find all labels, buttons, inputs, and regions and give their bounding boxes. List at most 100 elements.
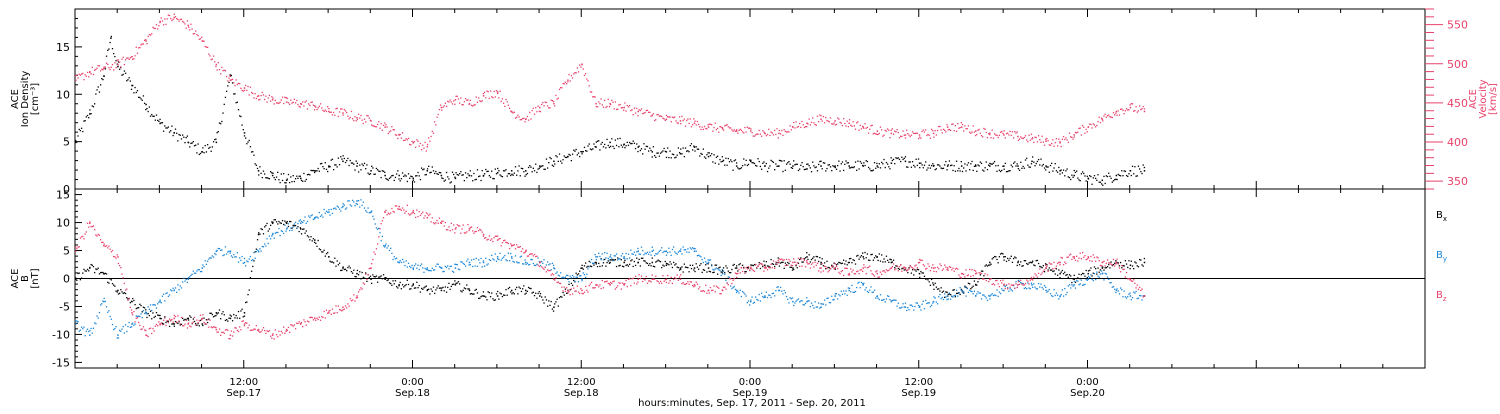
data-point [797, 262, 798, 263]
data-point [917, 267, 918, 268]
data-point [1057, 172, 1058, 173]
data-point [708, 156, 710, 158]
data-point [792, 297, 793, 298]
data-point [77, 246, 78, 247]
data-point [180, 285, 181, 286]
data-point [507, 242, 508, 243]
data-point [1015, 283, 1016, 284]
data-point [87, 115, 88, 116]
data-point [428, 270, 429, 271]
data-point [290, 221, 291, 222]
data-point [678, 123, 679, 124]
data-point [1007, 288, 1008, 289]
data-point [646, 253, 647, 254]
data-point [532, 259, 533, 260]
data-point [742, 291, 743, 292]
data-point [454, 232, 455, 233]
data-point [564, 295, 565, 296]
data-point [924, 165, 925, 166]
data-point [805, 303, 806, 304]
data-point [1000, 253, 1001, 254]
data-point [258, 251, 260, 253]
data-point [238, 331, 239, 332]
data-point [636, 283, 637, 284]
data-point [392, 259, 393, 260]
data-point [843, 275, 844, 276]
data-point [376, 227, 377, 228]
data-point [977, 164, 978, 165]
data-point [137, 316, 138, 317]
data-point [654, 155, 655, 156]
data-point [469, 175, 471, 177]
data-point [945, 161, 946, 162]
data-point [1043, 271, 1044, 272]
data-point [823, 270, 824, 271]
data-point [944, 265, 945, 266]
data-point [623, 107, 625, 109]
data-point [1013, 284, 1014, 285]
data-point [556, 299, 557, 300]
data-point [105, 301, 106, 302]
data-point [119, 62, 120, 63]
data-point [829, 270, 830, 271]
data-point [107, 247, 108, 248]
data-point [111, 36, 112, 37]
data-point [202, 151, 204, 153]
data-point [1065, 263, 1066, 264]
data-point [104, 298, 105, 299]
data-point [138, 322, 139, 323]
data-point [453, 272, 454, 273]
data-point [491, 171, 492, 172]
data-point [526, 174, 527, 175]
data-point [1058, 139, 1059, 140]
data-point [436, 173, 437, 174]
data-point [388, 245, 389, 246]
data-point [270, 171, 271, 172]
data-point [945, 291, 946, 292]
data-point [1075, 132, 1076, 133]
data-point [686, 251, 687, 252]
data-point [289, 182, 290, 183]
data-point [938, 268, 939, 269]
data-point [856, 271, 857, 272]
data-point [814, 301, 815, 302]
data-point [326, 310, 327, 311]
data-point [511, 256, 513, 258]
data-point [658, 252, 659, 253]
data-point [693, 286, 694, 287]
data-point [896, 265, 897, 266]
data-point [616, 287, 617, 288]
data-point [196, 152, 197, 153]
data-point [1119, 293, 1120, 294]
data-point [1044, 269, 1045, 270]
data-point [473, 293, 474, 294]
data-point [354, 276, 355, 277]
data-point [611, 258, 612, 259]
x-tick-label-time: 0:00 [401, 377, 423, 388]
data-point [492, 298, 493, 299]
data-point [883, 135, 884, 136]
data-point [312, 214, 313, 215]
data-point [872, 170, 873, 171]
data-point [283, 224, 284, 225]
data-point [213, 326, 214, 327]
data-point [965, 295, 966, 296]
data-point [995, 256, 996, 257]
data-point [293, 226, 294, 227]
data-point [776, 166, 777, 167]
data-point [470, 264, 471, 265]
data-point [803, 258, 804, 259]
data-point [656, 280, 657, 281]
data-point [274, 338, 275, 339]
data-point [395, 205, 396, 206]
data-point [547, 306, 548, 307]
data-point [289, 230, 290, 231]
data-point [401, 178, 402, 179]
data-point [106, 56, 107, 57]
data-point [1039, 164, 1040, 165]
data-point [1015, 132, 1016, 133]
data-point [555, 273, 556, 274]
data-point [623, 144, 625, 146]
data-point [100, 272, 101, 273]
data-point [842, 125, 843, 126]
